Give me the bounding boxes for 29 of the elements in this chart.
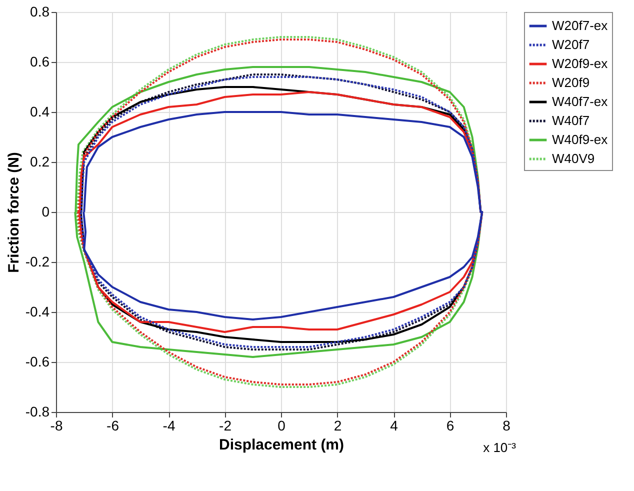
- legend-label: W40f9-ex: [552, 132, 608, 147]
- y-tick-label: 0.6: [30, 54, 50, 70]
- x-axis-title: Displacement (m): [218, 436, 344, 454]
- x-tick-label: -6: [106, 418, 120, 434]
- text: x 10⁻³: [483, 440, 517, 455]
- legend-label: W20f7: [552, 37, 590, 52]
- y-tick-label: 0.2: [30, 154, 50, 170]
- x-tick-label: 0: [278, 418, 286, 434]
- x-tick-label: 4: [390, 418, 398, 434]
- x-tick-label: 6: [446, 418, 454, 434]
- legend-label: W40V9: [552, 151, 595, 166]
- legend-label: W40f7-ex: [552, 94, 608, 109]
- y-tick-label: -0.4: [25, 304, 50, 320]
- x-tick-label: 2: [334, 418, 342, 434]
- legend-label: W20f9-ex: [552, 56, 608, 71]
- y-tick-label: 0.4: [30, 104, 50, 120]
- x-tick-label: 8: [502, 418, 511, 434]
- x-tick-label: -4: [162, 418, 176, 434]
- y-tick-label: 0: [42, 204, 50, 220]
- legend-label: W40f7: [552, 113, 590, 128]
- y-tick-label: 0.8: [30, 4, 50, 20]
- y-tick-label: -0.2: [25, 254, 50, 270]
- y-axis-title: Friction force (N): [5, 152, 22, 273]
- x-tick-label: -8: [50, 418, 63, 434]
- y-tick-label: -0.6: [25, 354, 50, 370]
- y-tick-label: -0.8: [25, 404, 50, 420]
- legend-label: W20f9: [552, 75, 590, 90]
- legend-label: W20f7-ex: [552, 18, 608, 33]
- x-tick-label: -2: [219, 418, 232, 434]
